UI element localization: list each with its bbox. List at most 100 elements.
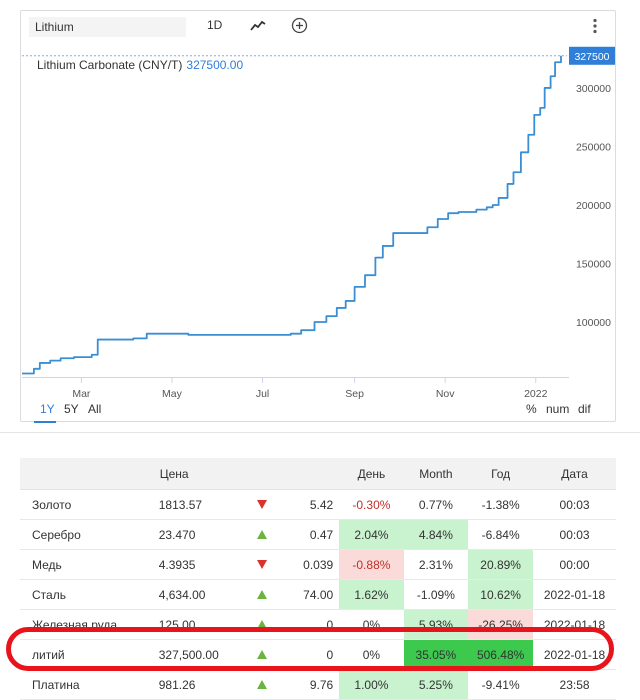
row-month-pct: -1.09% bbox=[403, 579, 469, 610]
range-all-button[interactable]: All bbox=[88, 402, 102, 416]
table-row[interactable]: Серебро 23.470 0.47 2.04% 4.84% -6.84% 00:03 bbox=[20, 519, 616, 550]
symbol-search-input[interactable] bbox=[29, 17, 186, 37]
row-change: 0.47 bbox=[283, 519, 340, 550]
table-body: Золото 1813.57 5.42 -0.30% 0.77% -1.38% 00:03 С… bbox=[20, 489, 616, 700]
triangle-up-icon bbox=[257, 649, 268, 659]
row-direction bbox=[241, 639, 284, 670]
row-direction bbox=[241, 669, 284, 700]
row-month-pct: 5.25% bbox=[403, 669, 469, 700]
header-month: Month bbox=[403, 458, 469, 490]
header-change bbox=[283, 458, 340, 490]
chart-toolbar: 1D bbox=[21, 11, 615, 43]
row-direction bbox=[241, 549, 284, 580]
row-price: 23.470 bbox=[158, 519, 242, 550]
triangle-up-icon bbox=[257, 529, 268, 539]
table-header-row: Цена День Month Год Дата bbox=[20, 458, 616, 490]
x-tick-label: Mar bbox=[72, 388, 91, 400]
row-day-pct: 0% bbox=[339, 639, 404, 670]
row-date: 2022-01-18 bbox=[533, 609, 616, 640]
instrument-name: Lithium Carbonate (CNY/T) bbox=[37, 58, 183, 72]
plus-circle-icon[interactable] bbox=[291, 17, 308, 37]
row-direction bbox=[241, 489, 284, 520]
y-tick-label: 200000 bbox=[576, 200, 611, 212]
row-price: 4.3935 bbox=[158, 549, 242, 580]
row-name: Золото bbox=[20, 489, 159, 520]
x-tick-label: May bbox=[162, 388, 183, 400]
row-day-pct: 2.04% bbox=[339, 519, 404, 550]
chart-panel: 1D Lithium Carbonate (CNY/T)327500.00 Ma… bbox=[20, 10, 617, 423]
row-day-pct: 0% bbox=[339, 609, 404, 640]
row-month-pct: 5.93% bbox=[403, 609, 469, 640]
series-line bbox=[22, 55, 562, 375]
header-year: Год bbox=[468, 458, 534, 490]
row-direction bbox=[241, 519, 284, 550]
row-change: 0 bbox=[283, 609, 340, 640]
y-tick-label: 250000 bbox=[576, 141, 611, 153]
table-row[interactable]: Железная руда 125.00 0 0% 5.93% -26.25% 2022-0… bbox=[20, 609, 616, 640]
x-tick-label: Sep bbox=[345, 388, 364, 400]
y-tick-label: 150000 bbox=[576, 258, 611, 270]
mode-num-button[interactable]: num bbox=[546, 402, 570, 416]
row-date: 2022-01-18 bbox=[533, 639, 616, 670]
row-date: 23:58 bbox=[533, 669, 616, 700]
active-range-indicator bbox=[34, 421, 56, 423]
instrument-label: Lithium Carbonate (CNY/T) 327500.00 bbox=[37, 58, 243, 72]
section-divider bbox=[0, 432, 640, 433]
row-month-pct: 2.31% bbox=[403, 549, 469, 580]
row-direction bbox=[241, 609, 284, 640]
row-name: Железная руда bbox=[20, 609, 159, 640]
table-row[interactable]: Золото 1813.57 5.42 -0.30% 0.77% -1.38% 00:03 bbox=[20, 489, 616, 520]
table-row[interactable]: литий 327,500.00 0 0% 35.05% 506.48% 2022-01-1… bbox=[20, 639, 616, 670]
row-price: 327,500.00 bbox=[158, 639, 242, 670]
interval-button[interactable]: 1D bbox=[207, 18, 223, 32]
line-chart-icon[interactable] bbox=[250, 20, 266, 35]
row-date: 00:03 bbox=[533, 489, 616, 520]
x-tick-label: Jul bbox=[256, 388, 269, 400]
row-price: 981.26 bbox=[158, 669, 242, 700]
header-price: Цена bbox=[158, 458, 242, 490]
row-change: 5.42 bbox=[283, 489, 340, 520]
row-price: 4,634.00 bbox=[158, 579, 242, 610]
row-year-pct: 506.48% bbox=[468, 639, 534, 670]
x-tick-label: 2022 bbox=[524, 388, 548, 400]
triangle-up-icon bbox=[257, 679, 268, 689]
header-date: Дата bbox=[533, 458, 616, 490]
header-day: День bbox=[339, 458, 404, 490]
instrument-last-value: 327500.00 bbox=[186, 58, 244, 72]
mode-percent-button[interactable]: % bbox=[526, 402, 537, 416]
row-name: Сталь bbox=[20, 579, 159, 610]
x-tick-label: Nov bbox=[436, 388, 455, 400]
range-1y-button[interactable]: 1Y bbox=[40, 402, 55, 416]
row-change: 74.00 bbox=[283, 579, 340, 610]
row-change: 9.76 bbox=[283, 669, 340, 700]
row-date: 2022-01-18 bbox=[533, 579, 616, 610]
last-value-badge bbox=[569, 46, 615, 65]
row-year-pct: -1.38% bbox=[468, 489, 534, 520]
row-date: 00:03 bbox=[533, 519, 616, 550]
table-row[interactable]: Медь 4.3935 0.039 -0.88% 2.31% 20.89% 00:00 bbox=[20, 549, 616, 580]
row-month-pct: 4.84% bbox=[403, 519, 469, 550]
row-day-pct: -0.30% bbox=[339, 489, 404, 520]
row-year-pct: 10.62% bbox=[468, 579, 534, 610]
row-direction bbox=[241, 579, 284, 610]
row-month-pct: 35.05% bbox=[403, 639, 469, 670]
table-row[interactable]: Платина 981.26 9.76 1.00% 5.25% -9.41% 23:58 bbox=[20, 669, 616, 700]
header-direction bbox=[241, 458, 284, 490]
row-day-pct: 1.00% bbox=[339, 669, 404, 700]
table-row[interactable]: Сталь 4,634.00 74.00 1.62% -1.09% 10.62% 2022-… bbox=[20, 579, 616, 610]
market-table: Цена День Month Год Дата Золото 1813.57 5.… bbox=[20, 458, 616, 700]
triangle-down-icon bbox=[257, 499, 268, 509]
row-year-pct: -26.25% bbox=[468, 609, 534, 640]
mode-dif-button[interactable]: dif bbox=[578, 402, 591, 416]
last-value-badge-text: 327500 bbox=[574, 51, 609, 63]
price-chart[interactable]: Mar May Jul Sep Nov 2022 100000 150000 200000 250… bbox=[21, 11, 617, 423]
y-tick-label: 300000 bbox=[576, 83, 611, 95]
vertical-dots-icon[interactable] bbox=[593, 18, 597, 37]
y-tick-label: 100000 bbox=[576, 317, 611, 329]
row-price: 125.00 bbox=[158, 609, 242, 640]
row-name: Серебро bbox=[20, 519, 159, 550]
row-year-pct: -6.84% bbox=[468, 519, 534, 550]
triangle-up-icon bbox=[257, 619, 268, 629]
row-date: 00:00 bbox=[533, 549, 616, 580]
range-5y-button[interactable]: 5Y bbox=[64, 402, 79, 416]
